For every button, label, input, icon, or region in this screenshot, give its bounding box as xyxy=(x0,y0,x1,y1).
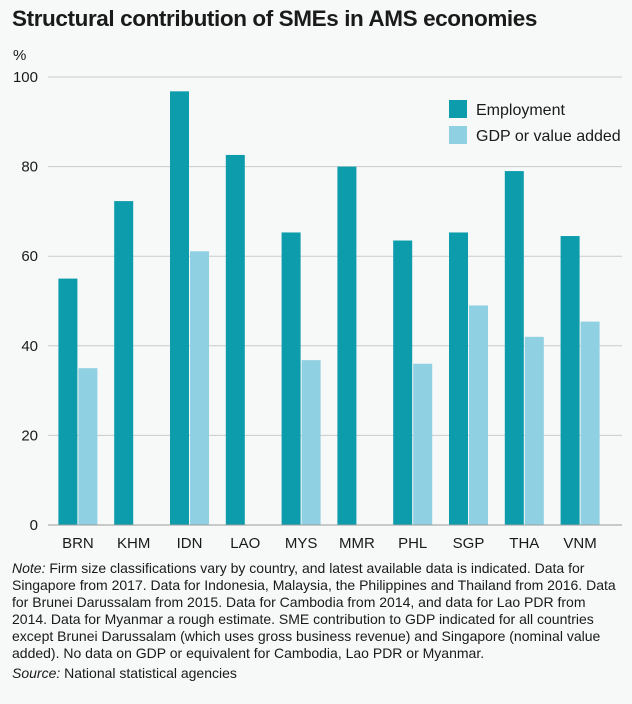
legend-swatch xyxy=(449,126,467,144)
x-tick-label: MYS xyxy=(285,535,318,552)
x-tick-label: BRN xyxy=(62,535,94,552)
note-paragraph: Note: Firm size classifications vary by … xyxy=(12,560,624,662)
bar-idn-employment xyxy=(170,91,189,525)
y-tick-label: 100 xyxy=(13,69,38,86)
x-tick-label: PHL xyxy=(398,535,427,552)
x-axis-ticks: BRN KHM IDN LAO MYS MMR PHL SGP THA VNM xyxy=(62,535,597,552)
bar-phl-employment xyxy=(393,240,413,525)
bar-mys-employment xyxy=(281,232,301,525)
legend-label: Employment xyxy=(476,102,565,119)
bars xyxy=(58,91,600,526)
y-tick-label: 80 xyxy=(21,159,38,176)
bar-brn-gdp xyxy=(78,368,98,525)
x-tick-label: SGP xyxy=(453,535,485,552)
notes: Note: Firm size classifications vary by … xyxy=(12,560,624,682)
bar-vnm-gdp xyxy=(580,321,600,525)
x-tick-label: MMR xyxy=(339,535,375,552)
legend-label: GDP or value added xyxy=(476,128,621,145)
bar-sgp-employment xyxy=(449,232,468,525)
source-label: Source: xyxy=(12,665,61,681)
x-tick-label: KHM xyxy=(117,535,150,552)
x-tick-label: IDN xyxy=(177,535,203,552)
bar-vnm-employment xyxy=(560,236,580,526)
y-tick-label: 40 xyxy=(21,338,38,355)
bar-brn-employment xyxy=(58,278,78,525)
x-tick-label: THA xyxy=(509,535,539,552)
bar-idn-gdp xyxy=(190,251,209,525)
y-axis-label: % xyxy=(13,47,26,64)
source-text: National statistical agencies xyxy=(64,665,237,681)
bar-mmr-employment xyxy=(337,166,357,525)
note-label: Note: xyxy=(12,560,46,576)
y-tick-label: 60 xyxy=(21,248,38,265)
y-axis-ticks: 0 20 40 60 80 100 xyxy=(13,69,38,534)
bar-chart: % 0 20 40 60 80 100 BRN KHM IDN LAO MYS MMR PHL SGP T… xyxy=(13,47,622,552)
bar-mys-gdp xyxy=(301,360,321,525)
y-tick-label: 0 xyxy=(30,517,38,534)
x-tick-label: VNM xyxy=(563,535,596,552)
bar-lao-employment xyxy=(225,154,245,525)
y-tick-label: 20 xyxy=(21,427,38,444)
note-text: Firm size classifications vary by countr… xyxy=(12,560,616,661)
x-tick-label: LAO xyxy=(230,535,260,552)
bar-tha-employment xyxy=(504,171,524,525)
source-paragraph: Source: National statistical agencies xyxy=(12,665,624,682)
legend: Employment GDP or value added xyxy=(449,100,621,145)
legend-swatch xyxy=(449,100,467,118)
bar-phl-gdp xyxy=(413,363,433,525)
bar-tha-gdp xyxy=(524,336,544,525)
bar-sgp-gdp xyxy=(469,305,488,525)
chart-title: Structural contribution of SMEs in AMS e… xyxy=(12,6,538,31)
bar-khm-employment xyxy=(114,201,134,525)
